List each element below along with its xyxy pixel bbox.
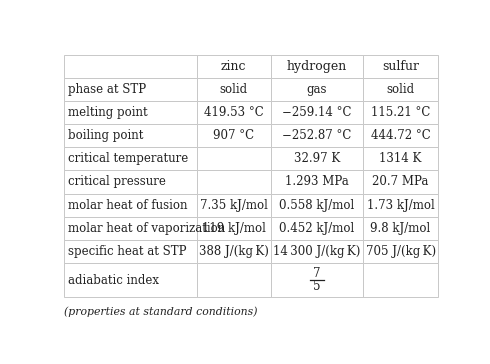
Bar	[197, 217, 270, 240]
Bar	[270, 217, 363, 240]
Bar	[270, 170, 363, 194]
Bar	[363, 194, 438, 217]
Text: solid: solid	[220, 83, 248, 96]
Bar	[270, 240, 363, 263]
Text: molar heat of vaporization: molar heat of vaporization	[68, 222, 225, 235]
Bar	[64, 147, 197, 170]
Text: melting point: melting point	[68, 106, 147, 119]
Bar	[363, 78, 438, 101]
Bar	[363, 170, 438, 194]
Text: 5: 5	[313, 280, 320, 293]
Bar	[64, 240, 197, 263]
Text: critical pressure: critical pressure	[68, 175, 166, 189]
Text: 705 J/(kg K): 705 J/(kg K)	[366, 245, 436, 258]
Bar	[270, 194, 363, 217]
Bar	[64, 101, 197, 124]
Text: solid: solid	[387, 83, 415, 96]
Text: boiling point: boiling point	[68, 129, 144, 142]
Text: zinc: zinc	[221, 60, 246, 73]
Bar	[64, 217, 197, 240]
Text: 1.293 MPa: 1.293 MPa	[285, 175, 349, 189]
Text: 1.73 kJ/mol: 1.73 kJ/mol	[367, 198, 435, 211]
Bar	[64, 194, 197, 217]
Bar	[363, 124, 438, 147]
Text: 907 °C: 907 °C	[213, 129, 254, 142]
Text: 20.7 MPa: 20.7 MPa	[372, 175, 429, 189]
Bar	[64, 55, 197, 78]
Bar	[270, 124, 363, 147]
Bar	[197, 55, 270, 78]
Text: −259.14 °C: −259.14 °C	[282, 106, 352, 119]
Bar	[197, 124, 270, 147]
Text: 419.53 °C: 419.53 °C	[204, 106, 264, 119]
Text: 1314 K: 1314 K	[379, 153, 422, 165]
Text: 388 J/(kg K): 388 J/(kg K)	[199, 245, 269, 258]
Bar	[270, 147, 363, 170]
Bar	[270, 78, 363, 101]
Bar	[197, 170, 270, 194]
Bar	[197, 101, 270, 124]
Text: specific heat at STP: specific heat at STP	[68, 245, 187, 258]
Text: 444.72 °C: 444.72 °C	[371, 129, 431, 142]
Bar	[197, 78, 270, 101]
Text: (properties at standard conditions): (properties at standard conditions)	[64, 306, 258, 317]
Bar	[363, 147, 438, 170]
Bar	[363, 217, 438, 240]
Bar	[64, 170, 197, 194]
Text: 0.452 kJ/mol: 0.452 kJ/mol	[279, 222, 355, 235]
Text: phase at STP: phase at STP	[68, 83, 146, 96]
Text: 115.21 °C: 115.21 °C	[371, 106, 430, 119]
Text: molar heat of fusion: molar heat of fusion	[68, 198, 188, 211]
Bar	[363, 101, 438, 124]
Text: 7.35 kJ/mol: 7.35 kJ/mol	[200, 198, 268, 211]
Bar	[270, 55, 363, 78]
Bar	[363, 240, 438, 263]
Text: 14 300 J/(kg K): 14 300 J/(kg K)	[273, 245, 361, 258]
Text: 32.97 K: 32.97 K	[294, 153, 340, 165]
Text: critical temperature: critical temperature	[68, 153, 188, 165]
Text: adiabatic index: adiabatic index	[68, 274, 159, 286]
Bar	[270, 101, 363, 124]
Bar	[197, 194, 270, 217]
Text: 119 kJ/mol: 119 kJ/mol	[202, 222, 266, 235]
Bar	[64, 78, 197, 101]
Text: −252.87 °C: −252.87 °C	[282, 129, 352, 142]
Text: 7: 7	[313, 268, 320, 280]
Text: hydrogen: hydrogen	[287, 60, 347, 73]
Bar	[197, 240, 270, 263]
Text: sulfur: sulfur	[382, 60, 419, 73]
Text: gas: gas	[307, 83, 327, 96]
Bar	[363, 55, 438, 78]
Text: 0.558 kJ/mol: 0.558 kJ/mol	[279, 198, 355, 211]
Bar	[197, 147, 270, 170]
Bar	[64, 124, 197, 147]
Text: 9.8 kJ/mol: 9.8 kJ/mol	[370, 222, 431, 235]
